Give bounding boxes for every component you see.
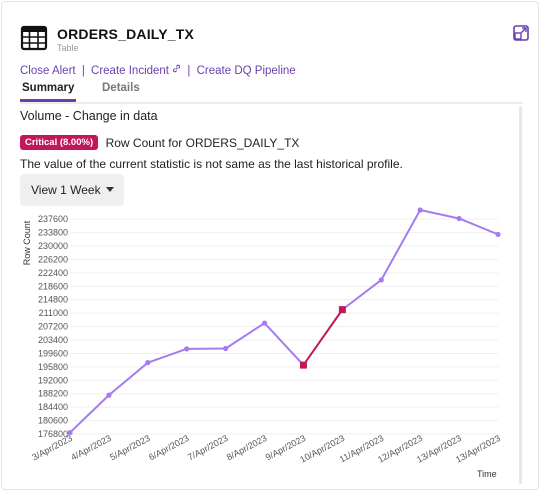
y-tick-label: 226200 — [38, 254, 68, 264]
page-subtitle: Table — [57, 43, 79, 53]
series-segment — [69, 394, 110, 434]
status-row: Critical (8.00%) Row Count for ORDERS_DA… — [20, 134, 300, 151]
dropdown-selected-value: View 1 Week — [31, 183, 101, 197]
series-segment — [147, 347, 188, 364]
x-tick-label: 7/Apr/2023 — [186, 433, 230, 463]
close-alert-link[interactable]: Close Alert — [20, 65, 76, 77]
y-tick-label: 237600 — [38, 214, 68, 224]
y-tick-label: 180600 — [38, 416, 68, 426]
status-badge-text: Row Count for ORDERS_DAILY_TX — [105, 135, 300, 150]
x-tick-label: 5/Apr/2023 — [108, 433, 152, 463]
create-incident-label: Create Incident — [91, 65, 170, 77]
y-tick-label: 207200 — [38, 322, 68, 332]
critical-point[interactable] — [338, 306, 346, 314]
data-point[interactable] — [495, 231, 501, 237]
y-tick-label: 230000 — [38, 241, 68, 251]
create-incident-link[interactable]: Create Incident — [91, 64, 181, 77]
y-tick-label: 211000 — [39, 308, 68, 318]
data-point[interactable] — [417, 207, 423, 213]
data-point[interactable] — [67, 429, 73, 436]
y-tick-label: 188200 — [38, 389, 68, 399]
data-point[interactable] — [106, 392, 112, 398]
critical-point[interactable] — [299, 361, 307, 369]
y-tick-label: 203400 — [38, 335, 68, 345]
caret-down-icon — [106, 187, 114, 192]
scrollbar[interactable] — [519, 106, 522, 484]
y-tick-label: 184400 — [38, 402, 68, 412]
series-segment — [341, 279, 382, 311]
series-segment — [419, 209, 460, 220]
time-range-dropdown[interactable]: View 1 Week — [20, 174, 124, 206]
y-tick-label: 214800 — [38, 295, 68, 305]
series-segment — [263, 322, 305, 366]
data-point[interactable] — [145, 360, 151, 366]
y-axis-ticks: 176800 180600 184400 188200 192000 195800 1996… — [38, 214, 68, 439]
create-dq-pipeline-link[interactable]: Create DQ Pipeline — [196, 65, 296, 77]
x-tick-label: 4/Apr/2023 — [69, 433, 113, 463]
data-point[interactable] — [261, 320, 268, 326]
series-segment — [108, 361, 149, 396]
tab-bar: Summary Details — [19, 82, 523, 104]
link-icon — [173, 64, 181, 73]
card-header: ORDERS_DAILY_TX Table — [20, 24, 530, 64]
expand-icon[interactable] — [512, 24, 530, 42]
table-icon — [20, 25, 48, 51]
y-tick-label: 195800 — [38, 362, 68, 372]
x-tick-label: 8/Apr/2023 — [225, 433, 269, 463]
x-tick-label: 6/Apr/2023 — [147, 433, 191, 463]
x-tick-label: 13/Apr/2023 — [454, 433, 502, 465]
chart-series — [67, 207, 501, 436]
tab-summary[interactable]: Summary — [19, 82, 77, 102]
chart-grid — [70, 218, 498, 435]
data-point[interactable] — [378, 277, 384, 283]
y-axis-label: Row Count — [22, 220, 32, 265]
y-tick-label: 222400 — [38, 268, 68, 278]
data-point[interactable] — [456, 215, 462, 222]
tab-details[interactable]: Details — [102, 82, 140, 94]
section-title: Volume - Change in data — [20, 109, 158, 123]
series-segment — [225, 322, 266, 350]
y-tick-label: 199600 — [38, 348, 68, 358]
y-tick-label: 176800 — [38, 429, 68, 439]
y-tick-label: 192000 — [38, 375, 68, 385]
data-point[interactable] — [223, 345, 229, 352]
page-title: ORDERS_DAILY_TX — [57, 26, 195, 42]
critical-segment — [302, 309, 344, 366]
y-tick-label: 218600 — [38, 281, 68, 291]
status-badge: Critical (8.00%) — [20, 135, 99, 151]
action-separator: | — [81, 65, 85, 77]
x-axis-label: Time — [477, 469, 497, 479]
series-segment — [380, 209, 422, 281]
alert-actions: Close Alert | Create Incident | Create D… — [20, 64, 296, 77]
alert-description: The value of the current statistic is no… — [20, 157, 403, 171]
action-separator: | — [187, 65, 191, 77]
x-axis-ticks: 3/Apr/20234/Apr/20235/Apr/20236/Apr/2023… — [30, 433, 502, 465]
series-segment — [458, 217, 499, 236]
y-tick-label: 233800 — [38, 228, 68, 238]
data-point[interactable] — [184, 346, 190, 352]
